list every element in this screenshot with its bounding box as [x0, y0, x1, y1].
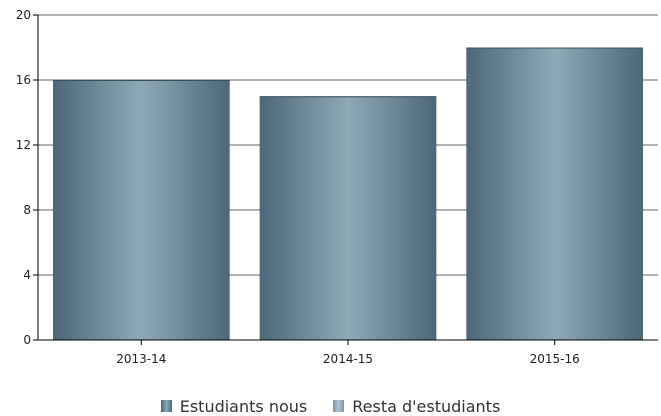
x-tick-label: 2013-14: [116, 352, 166, 366]
x-tick-label: 2014-15: [323, 352, 373, 366]
y-tick-label: 20: [16, 8, 31, 22]
y-tick-label: 8: [23, 203, 31, 217]
bar-2014-15: [259, 96, 437, 340]
legend-item-other-students: Resta d'estudiants: [333, 397, 500, 416]
y-tick-label: 0: [23, 333, 31, 347]
bars: [52, 47, 644, 340]
legend-label-other-students: Resta d'estudiants: [352, 396, 501, 416]
legend-swatch-other-students: [333, 400, 345, 412]
y-tick-label: 4: [23, 268, 31, 282]
legend-item-new-students: Estudiants nous: [160, 396, 308, 416]
x-axis-ticks: 2013-14 2014-15 2015-16: [116, 340, 580, 366]
legend: Estudiants nous Resta d'estudiants: [0, 396, 661, 416]
bar-chart: 0 4 8 12 16 20 2013-14 2014-15 2015-16: [16, 8, 658, 366]
legend-label-new-students: Estudiants nous: [179, 396, 308, 416]
x-tick-label: 2015-16: [530, 352, 580, 366]
bar-2015-16: [466, 47, 644, 340]
y-tick-label: 16: [16, 73, 31, 87]
bar-2013-14: [52, 80, 230, 340]
legend-swatch-new-students: [160, 400, 172, 412]
y-axis-ticks: 0 4 8 12 16 20: [16, 8, 38, 347]
y-tick-label: 12: [16, 138, 31, 152]
